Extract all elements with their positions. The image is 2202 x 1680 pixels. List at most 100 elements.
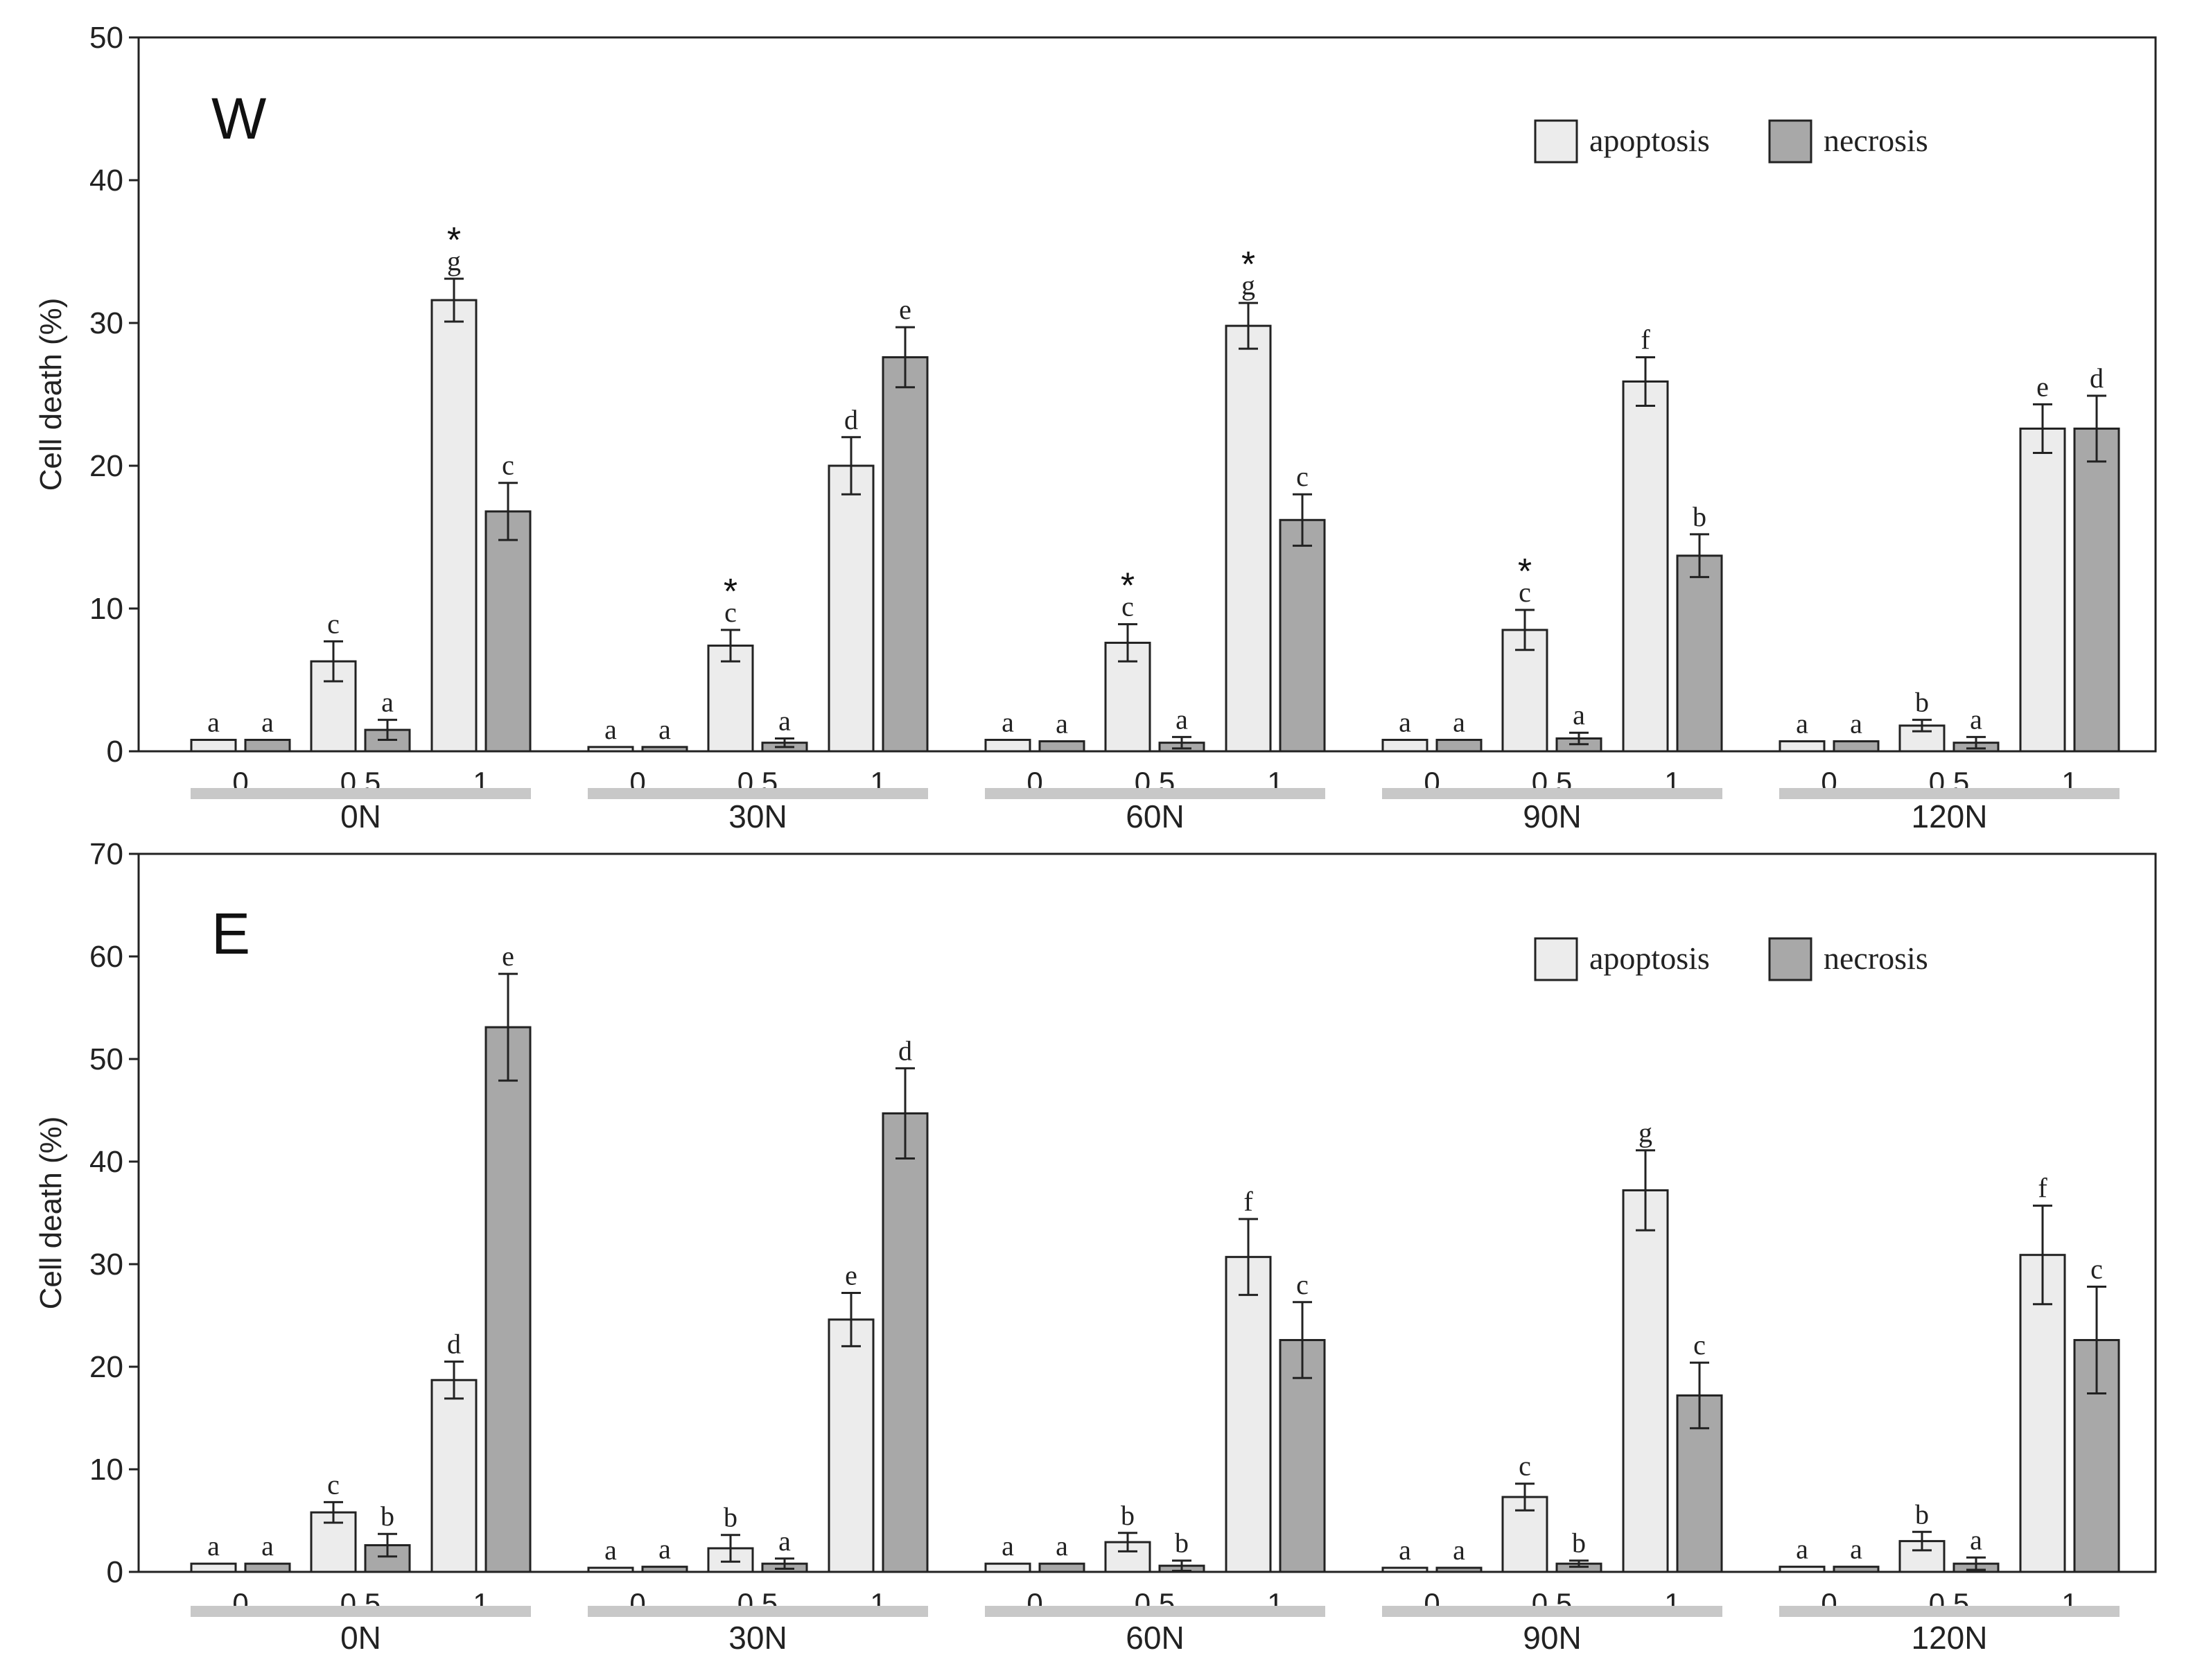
y-tick-label: 20 [89,1350,123,1384]
significance-letter: g [1639,1117,1652,1148]
significance-letter: a [381,687,394,718]
group-label: 120N [1912,798,1988,834]
apoptosis-bar [1225,324,1272,753]
y-tick-label: 60 [89,940,123,974]
significance-letter: c [1519,577,1531,608]
group-underline [191,1606,531,1617]
necrosis-bar [1038,740,1085,753]
significance-letter: a [778,705,791,736]
group-underline [1779,1606,2120,1617]
group-underline [1382,788,1722,799]
necrosis-bar [1435,1566,1483,1573]
significance-letter: c [327,608,340,639]
necrosis-bar [641,746,688,753]
group-underline [588,788,928,799]
significance-letter: c [724,597,737,628]
y-tick-label: 50 [89,21,123,55]
significance-letter: a [1002,1530,1014,1561]
panel-label: E [211,901,250,966]
significance-letter: f [1641,324,1650,355]
significance-letter: a [1399,1534,1411,1566]
significance-letter: d [898,1035,912,1066]
y-tick-label: 10 [89,592,123,626]
y-axis-label: Cell death (%) [34,1117,68,1310]
chart-panel-e: 0 10 20 30 40 50 60 70 Cell death (%) E apoptosis n… [34,837,2157,1656]
apoptosis-bar [1225,1256,1272,1573]
necrosis-bar [484,510,532,753]
significance-letter: a [1970,703,1982,735]
significance-letter: a [658,1534,671,1565]
necrosis-bar [1279,518,1326,753]
apoptosis-bar [707,1547,754,1573]
significance-letter: e [845,1259,857,1290]
necrosis-bar [1435,739,1483,753]
y-tick-label: 30 [89,306,123,340]
significance-letter: b [1121,1500,1135,1531]
significance-letter: b [1175,1528,1189,1559]
significance-letter: a [1453,1534,1465,1566]
significance-star: * [1121,566,1135,606]
group-underline [1382,1606,1722,1617]
y-tick-label: 0 [107,735,123,769]
group-label: 60N [1126,798,1184,834]
significance-letter: a [1850,708,1862,740]
apoptosis-bar [1381,1566,1428,1573]
significance-letter: d [844,404,858,435]
significance-letter: c [2090,1254,2103,1285]
legend-swatch-necrosis [1768,937,1812,981]
y-axis-label: Cell death (%) [34,298,68,491]
legend-label-necrosis: necrosis [1824,123,1928,158]
necrosis-bar [1833,740,1880,753]
significance-letter: a [1002,707,1014,738]
significance-letter: a [604,1534,617,1566]
significance-letter: a [1399,707,1411,738]
legend-swatch-apoptosis [1534,119,1578,164]
significance-letter: c [502,450,514,481]
group-label: 30N [728,1620,787,1656]
legend-swatch-apoptosis [1534,937,1578,981]
significance-letter: b [1915,687,1929,718]
necrosis-bar [244,739,291,753]
significance-letter: b [381,1500,394,1532]
significance-letter: a [1796,708,1808,740]
y-tick-label: 40 [89,164,123,198]
significance-star: * [1518,552,1532,592]
necrosis-bar [2073,427,2120,753]
y-tick-label: 10 [89,1453,123,1487]
significance-letter: a [1056,708,1068,740]
necrosis-bar [2073,1339,2120,1573]
group-underline [191,788,531,799]
group-label: 120N [1912,1620,1988,1656]
group-label: 30N [728,798,787,834]
apoptosis-bar [190,1562,237,1573]
group-underline [588,1606,928,1617]
significance-letter: c [1296,461,1309,492]
significance-letter: c [1693,1329,1706,1360]
necrosis-bar [1833,1566,1880,1573]
group-label: 60N [1126,1620,1184,1656]
apoptosis-bar [430,1379,478,1573]
significance-letter: a [1176,703,1188,735]
y-tick-label: 0 [107,1555,123,1589]
significance-letter: a [261,1530,274,1561]
apoptosis-bar [430,299,478,753]
apoptosis-bar [828,1318,875,1573]
apoptosis-bar [1779,1566,1826,1573]
significance-letter: c [1296,1269,1309,1300]
necrosis-bar [1038,1562,1085,1573]
legend-swatch-necrosis [1768,119,1812,164]
significance-letter: a [207,707,220,738]
apoptosis-bar [1622,1189,1669,1573]
apoptosis-bar [1622,380,1669,753]
group-label: 0N [340,1620,381,1656]
apoptosis-bar [1381,739,1428,753]
apoptosis-bar [984,1562,1031,1573]
significance-letter: a [1850,1534,1862,1565]
necrosis-bar [244,1562,291,1573]
significance-letter: a [778,1525,791,1557]
necrosis-bar [641,1566,688,1573]
legend-label-necrosis: necrosis [1824,940,1928,976]
significance-letter: a [604,714,617,745]
significance-letter: e [502,940,514,972]
